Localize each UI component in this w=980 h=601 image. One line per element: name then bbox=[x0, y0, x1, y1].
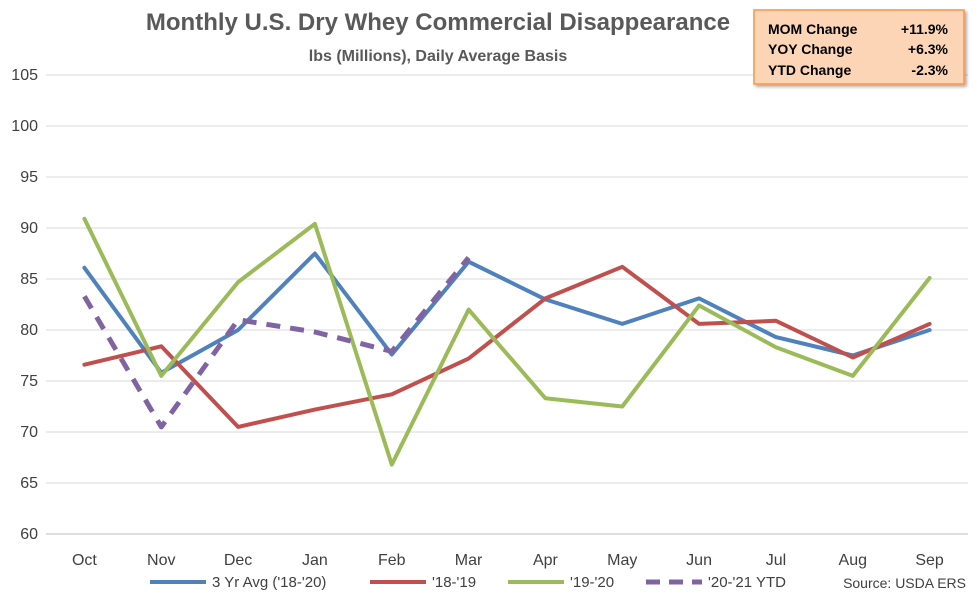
summary-yoy-value: +6.3% bbox=[908, 41, 949, 57]
y-tick-label: 65 bbox=[20, 475, 38, 492]
chart-title: Monthly U.S. Dry Whey Commercial Disappe… bbox=[146, 9, 730, 36]
summary-box-background bbox=[753, 9, 965, 85]
y-tick-label: 85 bbox=[20, 271, 38, 288]
x-tick-label: Jul bbox=[766, 552, 786, 569]
y-tick-label: 75 bbox=[20, 373, 38, 390]
y-tick-label: 80 bbox=[20, 322, 38, 339]
x-axis-ticks: Oct Nov Dec Jan Feb Mar Apr May Jun Jul Aug Sep bbox=[72, 552, 944, 569]
summary-box: MOM Change +11.9% YOY Change +6.3% YTD C… bbox=[753, 9, 965, 85]
summary-mom-label: MOM Change bbox=[768, 21, 858, 37]
y-tick-label: 60 bbox=[20, 526, 38, 543]
y-tick-label: 90 bbox=[20, 220, 38, 237]
chart-subtitle: lbs (Millions), Daily Average Basis bbox=[309, 48, 568, 65]
source-note: Source: USDA ERS bbox=[843, 575, 966, 591]
x-tick-label: Jun bbox=[686, 552, 712, 569]
legend-label-2: '19-'20 bbox=[570, 574, 614, 591]
x-tick-label: May bbox=[607, 552, 637, 569]
legend: 3 Yr Avg ('18-'20) '18-'19 '19-'20 '20-'21 … bbox=[150, 574, 786, 591]
summary-ytd-label: YTD Change bbox=[768, 62, 851, 78]
x-tick-label: Feb bbox=[378, 552, 406, 569]
x-tick-label: Apr bbox=[533, 552, 559, 569]
legend-label-1: '18-'19 bbox=[432, 574, 476, 591]
gridlines bbox=[46, 74, 968, 535]
y-tick-label: 70 bbox=[20, 424, 38, 441]
x-tick-label: Aug bbox=[839, 552, 867, 569]
y-tick-label: 95 bbox=[20, 169, 38, 186]
legend-label-0: 3 Yr Avg ('18-'20) bbox=[212, 574, 326, 591]
series-lines bbox=[82, 216, 932, 467]
x-tick-label: Dec bbox=[224, 552, 252, 569]
y-tick-label: 100 bbox=[11, 118, 38, 135]
series-line-3 bbox=[82, 256, 471, 430]
series-line-0 bbox=[82, 251, 932, 375]
x-tick-label: Nov bbox=[147, 552, 175, 569]
summary-yoy-label: YOY Change bbox=[768, 41, 853, 57]
summary-mom-value: +11.9% bbox=[901, 21, 949, 37]
series-line-2 bbox=[82, 216, 932, 467]
x-tick-label: Sep bbox=[915, 552, 944, 569]
legend-label-3: '20-'21 YTD bbox=[708, 574, 786, 591]
x-tick-label: Oct bbox=[72, 552, 97, 569]
y-tick-label: 105 bbox=[11, 67, 38, 84]
summary-ytd-value: -2.3% bbox=[911, 62, 948, 78]
series-line-1 bbox=[82, 264, 932, 429]
y-axis-ticks: 60 65 70 75 80 85 90 95 100 105 bbox=[11, 67, 38, 543]
x-tick-label: Jan bbox=[302, 552, 328, 569]
x-tick-label: Mar bbox=[455, 552, 483, 569]
